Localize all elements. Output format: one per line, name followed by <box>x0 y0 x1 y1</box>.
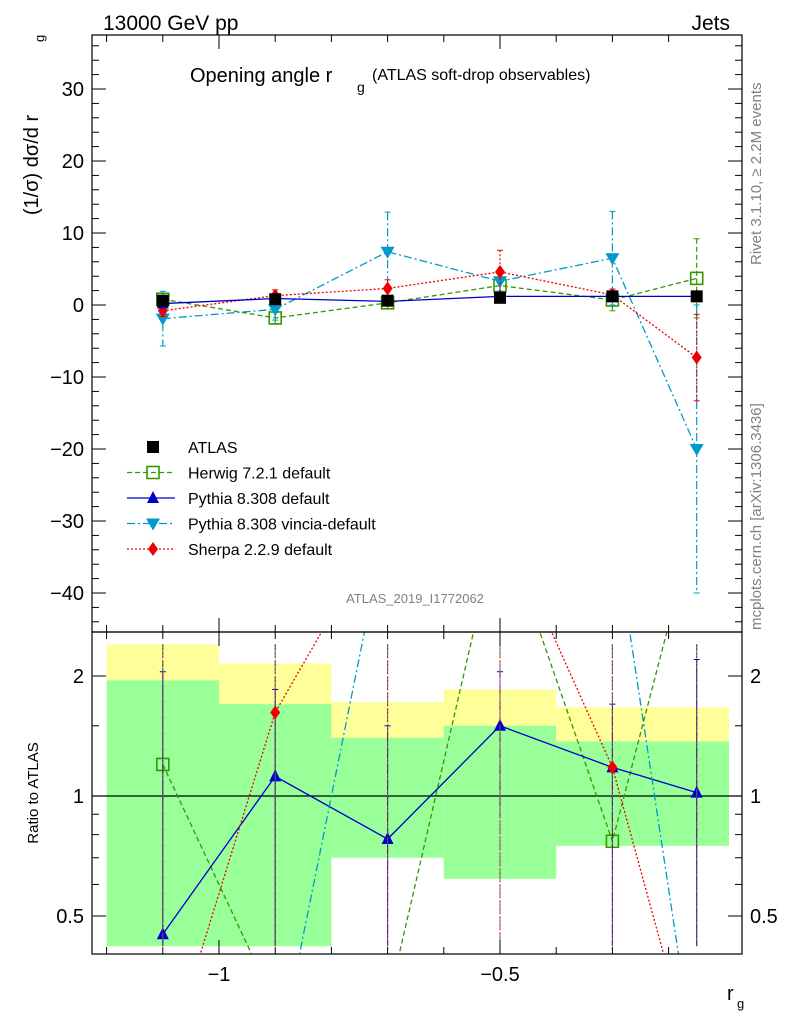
main-point-pythia-8-308-vincia-default <box>689 444 704 456</box>
main-point-sherpa-2-2-9-default <box>495 264 505 279</box>
ratio-point-sherpa-2-2-9-default <box>270 705 281 720</box>
main-ytick-label: −20 <box>50 439 84 461</box>
main-ytick-label: −30 <box>50 511 84 533</box>
main-point-atlas <box>156 294 169 307</box>
main-point-herwig-7-2-1-default <box>689 271 704 286</box>
main-point-atlas <box>381 294 394 307</box>
ratio-ylabel: Ratio to ATLAS <box>25 742 42 843</box>
ratio-xtick-label: −1 <box>208 964 231 986</box>
ratio-band-green <box>556 741 729 846</box>
rivet-label: Rivet 3.1.10, ≥ 2.2M events <box>748 83 765 266</box>
ratio-frame <box>91 631 743 955</box>
legend-label-pythia-8-308-vincia-default: Pythia 8.308 vincia-default <box>188 517 376 534</box>
main-ytick-label: 0 <box>73 295 84 317</box>
ratio-ytick-label-right: 2 <box>750 666 761 688</box>
plot-title: Opening angle r <box>190 65 333 87</box>
main-ytick-label: 20 <box>62 151 84 173</box>
main-line-sherpa-2-2-9-default <box>162 271 698 359</box>
plot-title-main: Opening angle r <box>190 65 333 87</box>
xlabel: r <box>727 983 734 1005</box>
legend-label-pythia-8-308-default: Pythia 8.308 default <box>188 491 330 508</box>
ratio-ytick-label: 2 <box>73 666 84 688</box>
plot-title-subscript: g <box>357 79 365 95</box>
main-point-pythia-8-308-vincia-default <box>268 304 283 317</box>
main-point-sherpa-2-2-9-default <box>382 281 393 296</box>
legend-marker-atlas <box>147 441 159 453</box>
analysis-id: ATLAS_2019_I1772062 <box>346 591 484 606</box>
legend-label-sherpa-2-2-9-default: Sherpa 2.2.9 default <box>188 542 333 559</box>
main-point-pythia-8-308-vincia-default <box>493 276 507 289</box>
legend-marker-herwig-7-2-1-default <box>146 465 160 480</box>
main-line-pythia-8-308-vincia-default <box>162 251 698 450</box>
main-point-pythia-8-308-vincia-default <box>155 313 170 326</box>
ratio-series <box>156 632 703 954</box>
ratio-uncertainty-bands <box>106 644 729 947</box>
main-point-pythia-8-308-vincia-default <box>380 246 395 259</box>
main-point-atlas <box>690 290 703 303</box>
legend: ATLAS Herwig 7.2.1 default Pythia 8.308 de… <box>127 440 376 559</box>
mcplots-label: mcplots.cern.ch [arXiv:1306.3436] <box>748 403 765 630</box>
legend-marker-pythia-8-308-vincia-default <box>146 518 160 531</box>
ratio-ytick-label: 1 <box>73 786 84 808</box>
ratio-line-pythia-8-308-default <box>162 725 697 935</box>
main-point-sherpa-2-2-9-default <box>691 350 702 365</box>
main-ytick-label: −40 <box>50 583 84 605</box>
main-ytick-label: −10 <box>50 367 84 389</box>
ratio-ytick-label-right: 0.5 <box>750 906 778 928</box>
ratio-panel: 0.5 0.5 1 1 2 2 −1 −0.5 <box>56 631 778 986</box>
legend-label-herwig-7-2-1-default: Herwig 7.2.1 default <box>188 466 331 483</box>
ratio-line-herwig-7-2-1-default <box>162 632 668 954</box>
ratio-point-sherpa-2-2-9-default <box>607 760 618 775</box>
main-point-pythia-8-308-vincia-default <box>605 253 620 266</box>
main-panel: −40 −30 −20 −10 0 10 20 30 <box>50 34 743 633</box>
main-point-atlas <box>606 290 619 303</box>
xlabel-subscript: g <box>737 996 744 1011</box>
main-ytick-label: 10 <box>62 223 84 245</box>
ratio-ytick-label-right: 1 <box>750 786 761 808</box>
legend-marker-sherpa-2-2-9-default <box>148 542 158 556</box>
main-axis-ticks: −40 −30 −20 −10 0 10 20 30 <box>50 35 742 632</box>
legend-label-atlas: ATLAS <box>188 440 238 457</box>
energy-label: 13000 GeV pp <box>103 12 238 35</box>
main-line-pythia-8-308-default <box>162 295 697 305</box>
ratio-ytick-label: 0.5 <box>56 906 84 928</box>
ratio-axis-ticks: 0.5 0.5 1 1 2 2 −1 −0.5 <box>56 632 778 986</box>
main-ylabel: (1/σ) dσ/d r <box>21 115 43 216</box>
legend-marker-pythia-8-308-default <box>147 491 159 503</box>
ratio-xtick-label: −0.5 <box>480 964 519 986</box>
main-point-atlas <box>269 293 282 306</box>
main-series <box>155 210 704 594</box>
main-ylabel-subscript: g <box>32 35 47 42</box>
main-point-atlas <box>494 291 506 304</box>
process-label: Jets <box>691 12 730 35</box>
main-ytick-label: 30 <box>62 79 84 101</box>
plot-title-paren: (ATLAS soft-drop observables) <box>372 67 590 84</box>
